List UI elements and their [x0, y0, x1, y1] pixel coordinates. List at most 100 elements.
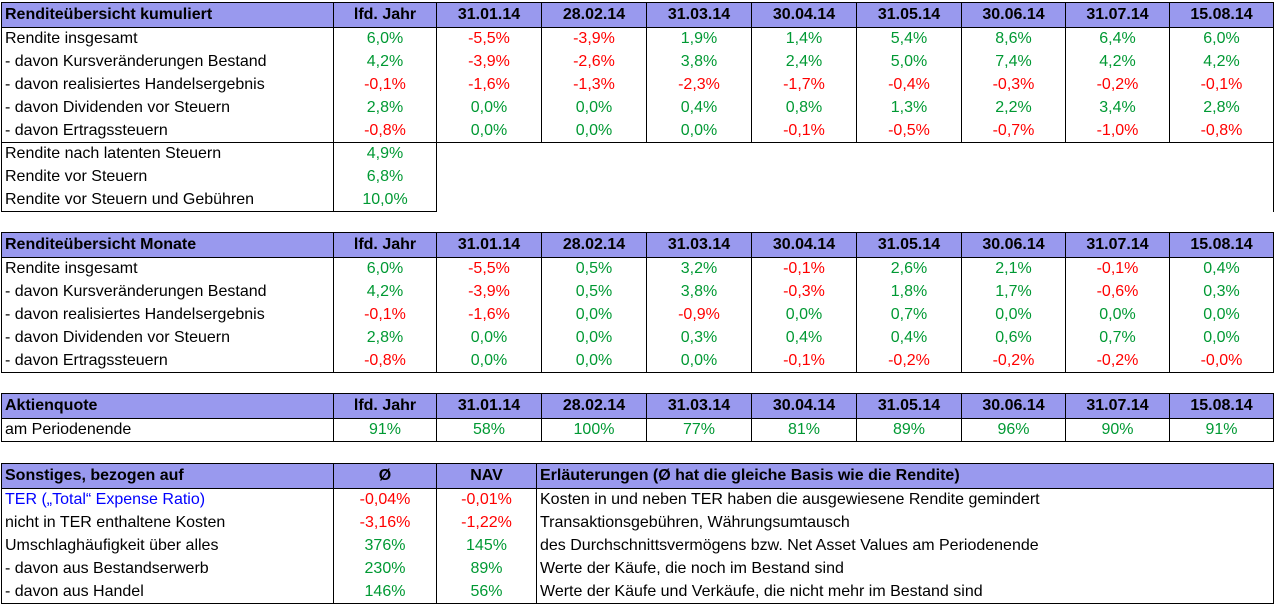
value-cell: -3,9% — [541, 27, 647, 51]
value-cell: 1,4% — [751, 27, 857, 51]
value-cell: -0,1% — [333, 303, 437, 327]
row-label: - davon Kursveränderungen Bestand — [1, 280, 334, 304]
value-cell: 0,0% — [1065, 303, 1170, 327]
empty-area — [436, 142, 1274, 166]
column-header: 31.03.14 — [646, 2, 752, 28]
value-cell: 2,4% — [751, 50, 857, 74]
value-cell: 146% — [333, 580, 437, 604]
value-cell: -0,1% — [751, 257, 857, 281]
value-cell: -3,9% — [436, 50, 542, 74]
value-cell: 0,0% — [436, 326, 542, 350]
value-cell: -0,2% — [1065, 73, 1170, 97]
summary-row: Rendite nach latenten Steuern 4,9% — [1, 142, 1274, 166]
value-cell: 0,8% — [751, 96, 857, 120]
column-header: 31.01.14 — [436, 393, 542, 419]
column-header: 30.04.14 — [751, 393, 857, 419]
value-cell: 0,3% — [646, 326, 752, 350]
value-cell: 0,0% — [541, 349, 647, 373]
column-header: 15.08.14 — [1169, 393, 1274, 419]
value-cell: 2,8% — [333, 326, 437, 350]
value-cell: 0,6% — [961, 326, 1066, 350]
value-cell: -0,3% — [961, 73, 1066, 97]
spacer — [1, 212, 1277, 232]
value-cell: 0,0% — [541, 119, 647, 143]
value-cell: -0,0% — [1169, 349, 1274, 373]
value-cell: -1,0% — [1065, 119, 1170, 143]
table-row: - davon Kursveränderungen Bestand 4,2% -… — [1, 50, 1274, 74]
table-rendite-kumuliert: Renditeübersicht kumuliert lfd. Jahr 31.… — [1, 2, 1274, 212]
value-cell: 0,7% — [856, 303, 962, 327]
value-cell: 81% — [751, 418, 857, 442]
value-cell: 96% — [961, 418, 1066, 442]
value-cell: 77% — [646, 418, 752, 442]
value-cell: 4,9% — [333, 142, 437, 166]
row-label: - davon Ertragssteuern — [1, 349, 334, 373]
value-cell: -2,3% — [646, 73, 752, 97]
table-header-row: Renditeübersicht Monate lfd. Jahr 31.01.… — [1, 232, 1274, 258]
column-header-notes: Erläuterungen (Ø hat die gleiche Basis w… — [536, 463, 1274, 489]
spacer — [1, 442, 1277, 463]
table-title: Aktienquote — [1, 393, 334, 419]
value-cell: 100% — [541, 418, 647, 442]
row-label: am Periodenende — [1, 418, 334, 442]
column-header: 15.08.14 — [1169, 2, 1274, 28]
table-row: Rendite insgesamt 6,0% -5,5% -3,9% 1,9% … — [1, 27, 1274, 51]
table-row: Rendite insgesamt 6,0% -5,5% 0,5% 3,2% -… — [1, 257, 1274, 281]
column-header: lfd. Jahr — [333, 232, 437, 258]
value-cell: 0,0% — [751, 303, 857, 327]
column-header: 31.03.14 — [646, 232, 752, 258]
value-cell: 376% — [333, 534, 437, 558]
value-cell: -0,3% — [751, 280, 857, 304]
value-cell: -0,9% — [646, 303, 752, 327]
value-cell: 3,2% — [646, 257, 752, 281]
value-cell: 91% — [1169, 418, 1274, 442]
row-label: nicht in TER enthaltene Kosten — [1, 511, 334, 535]
value-cell: -0,8% — [333, 349, 437, 373]
value-cell: -0,1% — [1169, 73, 1274, 97]
column-header: 31.01.14 — [436, 232, 542, 258]
column-header: 31.07.14 — [1065, 393, 1170, 419]
empty-area — [436, 188, 1274, 212]
value-cell: -0,8% — [1169, 119, 1274, 143]
table-row: - davon realisiertes Handelsergebnis -0,… — [1, 73, 1274, 97]
value-cell: 0,4% — [1169, 257, 1274, 281]
row-label: - davon Dividenden vor Steuern — [1, 96, 334, 120]
value-cell: -0,5% — [856, 119, 962, 143]
value-cell: 1,8% — [856, 280, 962, 304]
value-cell: 3,4% — [1065, 96, 1170, 120]
table-header-row: Renditeübersicht kumuliert lfd. Jahr 31.… — [1, 2, 1274, 28]
table-title: Renditeübersicht kumuliert — [1, 2, 334, 28]
ter-link[interactable]: TER („Total“ Expense Ratio) — [1, 488, 334, 512]
table-row: - davon Kursveränderungen Bestand 4,2% -… — [1, 280, 1274, 304]
value-cell: 0,0% — [541, 326, 647, 350]
value-cell: -1,3% — [541, 73, 647, 97]
value-cell: 0,0% — [646, 349, 752, 373]
note-cell: des Durchschnittsvermögens bzw. Net Asse… — [536, 534, 1274, 558]
table-header-row: Sonstiges, bezogen auf Ø NAV Erläuterung… — [1, 463, 1274, 489]
column-header: lfd. Jahr — [333, 393, 437, 419]
value-cell: 0,0% — [1169, 326, 1274, 350]
table-row: am Periodenende 91% 58% 100% 77% 81% 89%… — [1, 418, 1274, 442]
empty-area — [436, 165, 1274, 189]
column-header: 31.05.14 — [856, 2, 962, 28]
value-cell: 6,0% — [333, 27, 437, 51]
column-header: 31.05.14 — [856, 232, 962, 258]
value-cell: 2,6% — [856, 257, 962, 281]
row-label: - davon aus Bestandserwerb — [1, 557, 334, 581]
table-header-row: Aktienquote lfd. Jahr 31.01.14 28.02.14 … — [1, 393, 1274, 419]
value-cell: 3,8% — [646, 280, 752, 304]
table-row: - davon aus Handel 146% 56% Werte der Kä… — [1, 580, 1274, 604]
table-row: - davon Dividenden vor Steuern 2,8% 0,0%… — [1, 326, 1274, 350]
column-header: 30.04.14 — [751, 2, 857, 28]
value-cell: 0,0% — [436, 119, 542, 143]
table-title: Sonstiges, bezogen auf — [1, 463, 334, 489]
value-cell: 0,0% — [436, 96, 542, 120]
value-cell: 0,5% — [541, 280, 647, 304]
row-label: - davon realisiertes Handelsergebnis — [1, 303, 334, 327]
table-sonstiges: Sonstiges, bezogen auf Ø NAV Erläuterung… — [1, 463, 1274, 604]
table-rendite-monate: Renditeübersicht Monate lfd. Jahr 31.01.… — [1, 232, 1274, 373]
value-cell: -0,7% — [961, 119, 1066, 143]
row-label: - davon Kursveränderungen Bestand — [1, 50, 334, 74]
table-title: Renditeübersicht Monate — [1, 232, 334, 258]
value-cell: 0,4% — [646, 96, 752, 120]
